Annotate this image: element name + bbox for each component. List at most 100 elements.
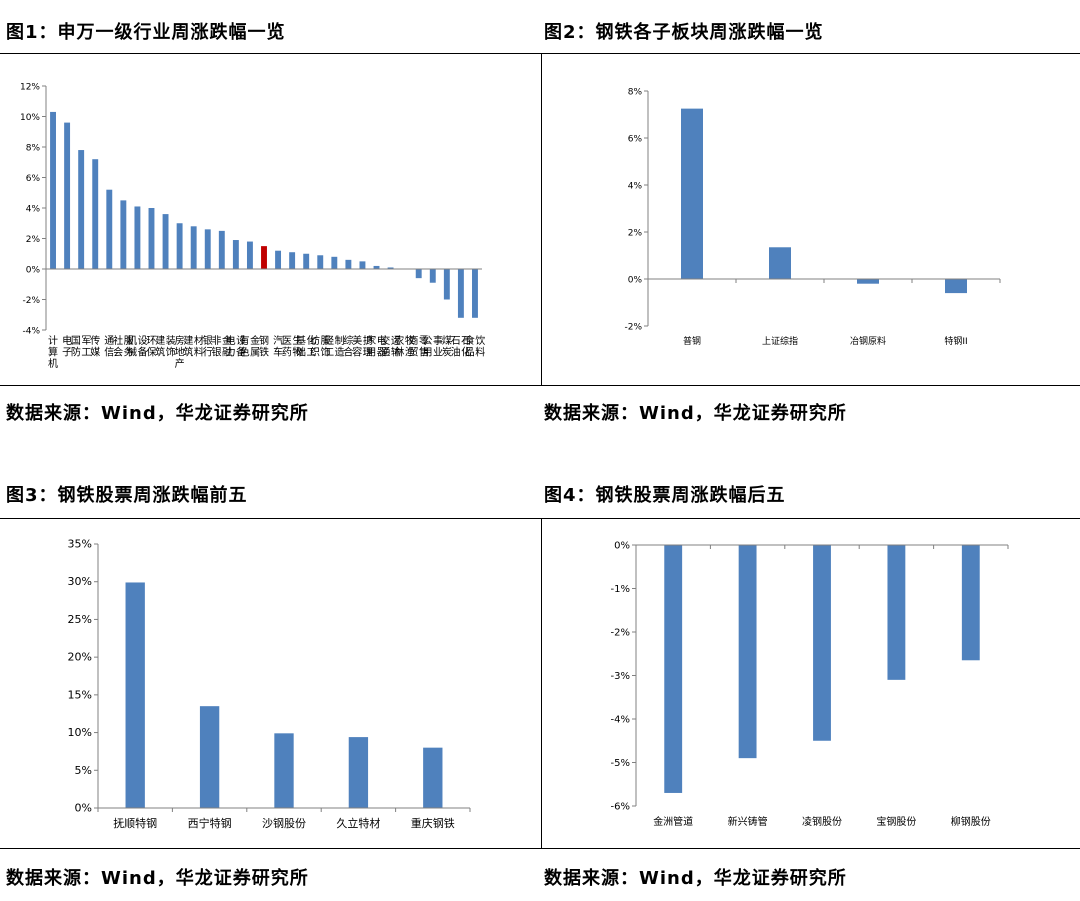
bar-9 (162, 214, 169, 269)
bar-29 (443, 269, 450, 300)
figure-4-source: 数据来源：Wind，华龙证券研究所 (544, 868, 847, 889)
x-category-label: 抚顺特钢 (113, 816, 157, 830)
x-category-label: 有色金属 (240, 334, 261, 359)
y-tick-label: 6% (628, 135, 643, 145)
x-category-label: 电子 (62, 334, 72, 359)
figure-4-title: 图4：钢铁股票周涨跌幅后五 (544, 485, 786, 506)
y-tick-label: 0% (75, 802, 92, 815)
top-rule-2 (0, 518, 1080, 519)
x-category-label: 轻工制造 (324, 334, 345, 359)
y-tick-label: 2% (26, 235, 41, 245)
bar-13 (218, 230, 225, 269)
bar-10 (176, 223, 183, 269)
bottom-rule-2 (0, 848, 1080, 849)
x-category-label: 汽车 (273, 334, 283, 359)
bar-1 (681, 108, 703, 279)
bar-2 (64, 122, 71, 269)
bar-31 (472, 269, 478, 318)
divider-1 (541, 53, 542, 385)
figure-1-source: 数据来源：Wind，华龙证券研究所 (6, 403, 309, 424)
bar-16 (261, 246, 267, 269)
x-category-label: 食品饮料 (465, 334, 486, 359)
bar-5 (961, 545, 980, 661)
x-category-label: 钢铁 (259, 334, 269, 359)
bar-3 (813, 545, 831, 741)
y-tick-label: 15% (68, 688, 92, 701)
bar-3 (857, 279, 879, 284)
bar-15 (246, 241, 253, 269)
y-tick-label: 5% (75, 764, 92, 777)
bar-5 (106, 189, 113, 269)
bar-2 (738, 545, 757, 759)
bar-19 (303, 253, 310, 269)
y-tick-label: -5% (611, 758, 630, 769)
y-tick-label: 8% (628, 88, 643, 98)
x-category-label: 社会服务 (113, 334, 134, 359)
x-category-label: 非银金融 (212, 334, 233, 359)
x-category-label: 公用事业 (423, 334, 444, 359)
y-tick-label: -6% (611, 802, 630, 813)
x-category-label: 环保 (146, 336, 156, 359)
y-tick-label: 8% (26, 144, 41, 154)
chart-steel-top5: 0% 5% 10% 15% 20% 25% 30% 35% 抚顺特钢 西宁特钢 沙钢股份 久立特材 重庆… (68, 538, 471, 830)
x-category-label: 交通运输 (380, 334, 401, 359)
bar-28 (429, 269, 436, 283)
x-category-label: 国防军工 (71, 335, 92, 359)
x-category-label: 金洲管道 (653, 815, 693, 828)
x-category-label: 久立特材 (336, 816, 380, 830)
bar-7 (134, 206, 141, 269)
x-category-label: 计算机 (48, 334, 58, 370)
bar-8 (148, 208, 155, 269)
figure-2-source: 数据来源：Wind，华龙证券研究所 (544, 403, 847, 424)
y-tick-label: -4% (611, 715, 630, 726)
bar-20 (317, 255, 324, 269)
y-tick-label: -4% (22, 327, 40, 337)
x-category-label: 凌钢股份 (802, 815, 842, 828)
bar-1 (50, 111, 56, 269)
divider-2 (541, 518, 542, 848)
bottom-rule-1 (0, 385, 1080, 386)
y-tick-label: 0% (628, 276, 643, 286)
y-tick-label: 10% (20, 113, 40, 123)
x-category-label: 传媒 (90, 335, 100, 359)
bar-3 (274, 733, 294, 808)
bar-17 (275, 250, 282, 269)
bar-22 (345, 259, 352, 269)
bar-2 (769, 247, 791, 279)
y-tick-label: 35% (68, 538, 92, 551)
bar-25 (387, 267, 394, 269)
bar-27 (415, 269, 422, 279)
x-category-label: 综合 (343, 334, 353, 359)
x-category-label: 上证综指 (762, 335, 798, 347)
x-category-label: 电力设备 (226, 334, 247, 359)
y-tick-label: 12% (20, 83, 40, 93)
x-category-label: 房地产 (175, 334, 185, 370)
bar-12 (204, 229, 211, 269)
x-category-label: 农林牧渔 (394, 334, 415, 359)
figure-1-title: 图1：申万一级行业周涨跌幅一览 (6, 22, 286, 43)
bar-6 (120, 200, 127, 269)
bar-18 (289, 252, 296, 269)
y-tick-label: 4% (26, 205, 41, 215)
x-category-label: 西宁特钢 (188, 816, 232, 830)
y-tick-label: 6% (26, 174, 41, 184)
y-tick-label: 25% (68, 613, 92, 626)
y-tick-label: 0% (614, 541, 630, 552)
x-category-label: 沙钢股份 (262, 817, 306, 830)
figure-3-source: 数据来源：Wind，华龙证券研究所 (6, 868, 309, 889)
x-category-label: 家用电器 (366, 334, 387, 359)
bar-2 (199, 706, 220, 808)
y-tick-label: 0% (26, 266, 41, 276)
chart-steel-subsector-change: -2% 0% 2% 4% 6% 8% 普钢 上证综指 冶钢原料 特钢II (624, 88, 1001, 347)
y-tick-label: 30% (68, 575, 92, 588)
x-category-label: 普钢 (683, 335, 701, 347)
bar-11 (190, 226, 197, 269)
bar-30 (457, 269, 464, 318)
x-category-label: 银行 (203, 334, 213, 359)
y-tick-label: -1% (611, 584, 630, 595)
y-tick-label: -2% (624, 323, 642, 333)
bar-1 (664, 545, 683, 793)
x-category-label: 煤炭 (442, 334, 452, 359)
x-category-label: 纺织服饰 (310, 334, 331, 359)
x-category-label: 通信 (104, 335, 114, 359)
